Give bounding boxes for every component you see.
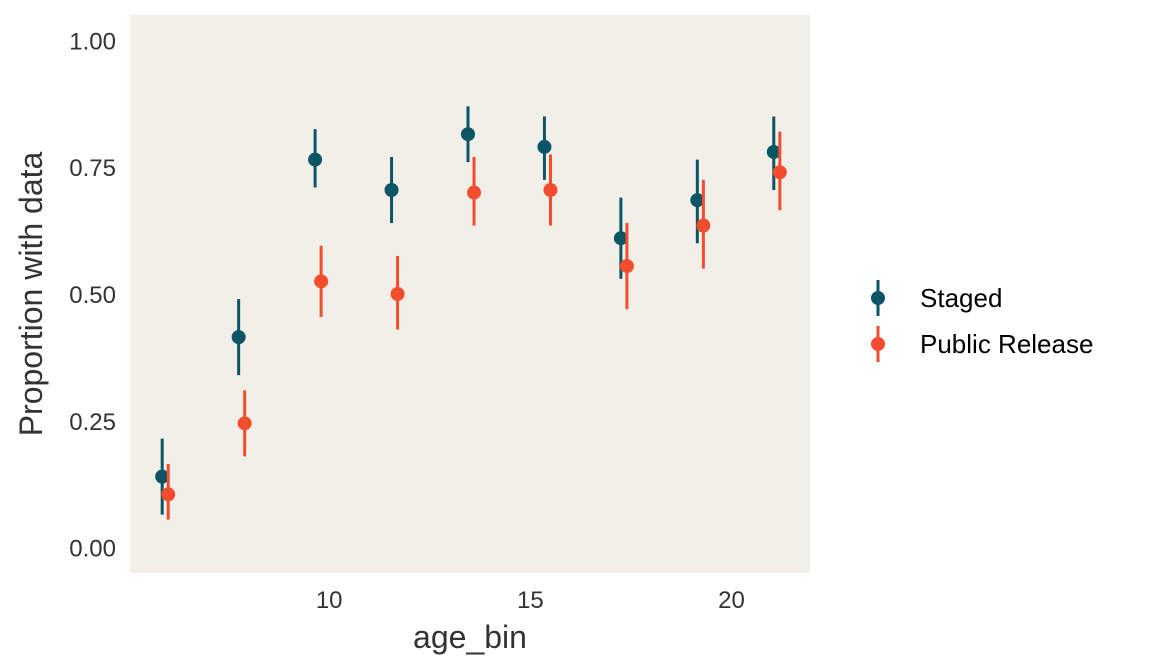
data-point (314, 274, 329, 289)
legend: Staged Public Release (871, 280, 1093, 362)
data-point (237, 416, 252, 431)
series-public-release (161, 131, 787, 520)
data-point (696, 218, 711, 233)
y-axis-title: Proportion with data (13, 151, 49, 436)
data-point (231, 330, 246, 345)
data-point (308, 152, 323, 167)
x-tick-label: 20 (718, 587, 745, 614)
data-point (619, 259, 634, 274)
series-staged (155, 106, 781, 515)
data-point (467, 185, 482, 200)
data-point (155, 469, 170, 484)
data-point (161, 487, 176, 502)
data-point (766, 144, 781, 159)
legend-key-point (871, 337, 885, 351)
data-point (460, 127, 475, 142)
x-tick-label: 10 (316, 587, 343, 614)
y-tick-label: 0.50 (69, 282, 116, 309)
y-tick-label: 0.75 (69, 155, 116, 182)
plot-panel (130, 15, 810, 573)
data-point (613, 231, 628, 246)
data-point (384, 183, 399, 198)
data-marks (155, 106, 787, 520)
x-tick-label: 15 (517, 587, 544, 614)
y-axis: 0.00 0.25 0.50 0.75 1.00 (69, 28, 116, 562)
legend-item: Public Release (871, 326, 1093, 362)
y-tick-label: 0.25 (69, 409, 116, 436)
legend-key-point (871, 291, 885, 305)
data-point (772, 165, 787, 180)
y-tick-label: 0.00 (69, 536, 116, 563)
legend-item: Staged (871, 280, 1002, 316)
x-axis-title: age_bin (413, 619, 527, 655)
data-point (690, 193, 705, 208)
data-point (537, 139, 552, 154)
x-axis: 10 15 20 (316, 587, 745, 614)
legend-label: Public Release (920, 329, 1093, 359)
data-point (390, 287, 405, 301)
y-tick-label: 1.00 (69, 28, 116, 55)
data-point (543, 183, 558, 198)
legend-label: Staged (920, 283, 1002, 313)
